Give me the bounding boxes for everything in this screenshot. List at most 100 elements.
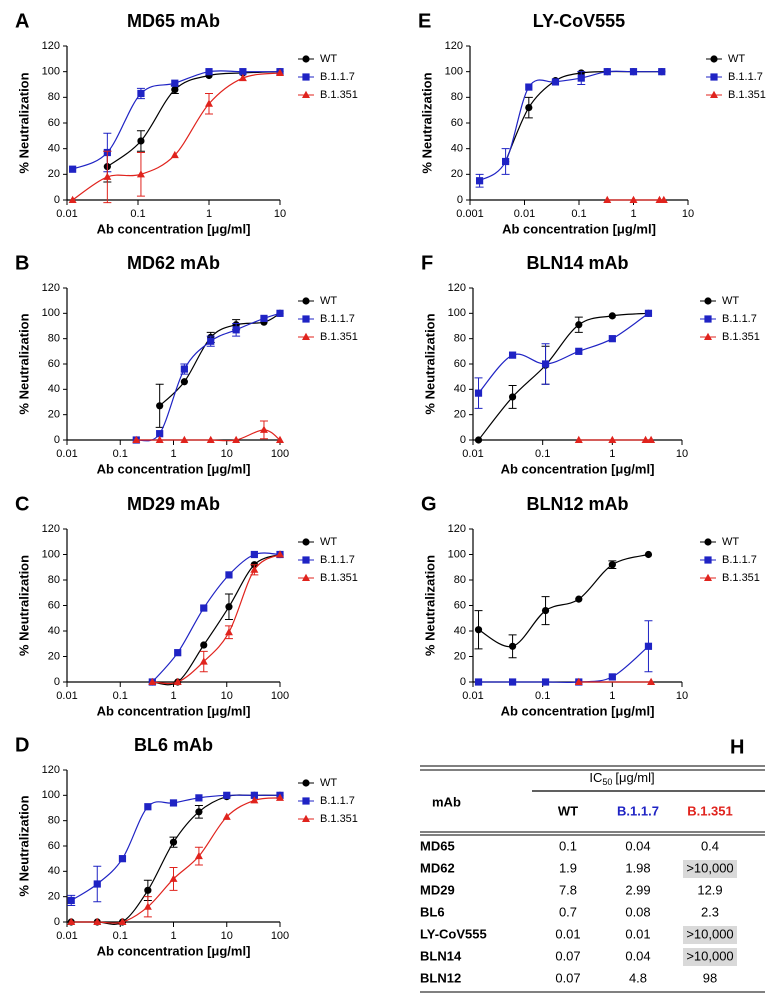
x-tick-label: 1 xyxy=(609,448,615,460)
point xyxy=(508,642,517,650)
point xyxy=(641,435,650,443)
chart-title: MD62 mAb xyxy=(127,253,220,273)
ic-label: IC xyxy=(589,770,602,785)
panel-letter: C xyxy=(15,493,29,515)
legend-label: B.1.1.7 xyxy=(722,554,757,566)
panel-letter: F xyxy=(421,252,433,274)
x-tick-label: 0.1 xyxy=(535,690,550,702)
point xyxy=(195,808,203,816)
y-tick-label: 60 xyxy=(48,117,60,129)
point xyxy=(644,642,653,650)
table-cell: 0.07 xyxy=(555,970,580,985)
point xyxy=(67,896,75,905)
y-tick-label: 40 xyxy=(48,865,60,877)
panel-letter: A xyxy=(15,10,29,32)
x-axis-label: Ab concentration [μg/ml] xyxy=(97,943,251,958)
point xyxy=(238,73,247,82)
chart-title: BL6 mAb xyxy=(134,735,213,755)
point xyxy=(574,677,583,685)
point xyxy=(276,68,284,76)
panel-letter: D xyxy=(15,734,29,756)
row-label: BLN14 xyxy=(420,948,462,963)
legend-marker xyxy=(302,779,310,787)
y-axis-label: % Neutralization xyxy=(16,795,31,896)
point xyxy=(574,435,583,443)
y-tick-label: 20 xyxy=(48,168,60,180)
x-tick-label: 10 xyxy=(274,208,286,220)
x-tick-label: 1 xyxy=(170,930,176,942)
point xyxy=(259,425,268,433)
point xyxy=(169,838,178,846)
table-cell: 2.99 xyxy=(625,882,650,897)
table-cell: >10,000 xyxy=(686,860,733,875)
legend-marker xyxy=(704,538,712,546)
panel: A MD65 mAb 0 20 40 60 80 100 120 0.01 0.1 1 10 Ab con… xyxy=(15,10,358,236)
legend-marker xyxy=(704,573,712,581)
panel: G BLN12 mAb 0 20 40 60 80 100 120 0.01 0.1 1 10 Ab co… xyxy=(421,493,760,718)
y-axis-label: % Neutralization xyxy=(16,555,31,656)
y-tick-label: 80 xyxy=(48,333,60,345)
y-tick-label: 40 xyxy=(454,625,466,637)
point xyxy=(659,195,668,203)
point xyxy=(575,595,583,603)
y-tick-label: 80 xyxy=(48,574,60,586)
x-axis-label: Ab concentration [μg/ml] xyxy=(97,461,251,476)
y-axis-label: % Neutralization xyxy=(422,555,437,656)
x-tick-label: 0.1 xyxy=(535,448,550,460)
x-tick-label: 0.1 xyxy=(571,208,586,220)
point xyxy=(67,917,76,925)
legend-marker xyxy=(704,315,712,323)
point xyxy=(603,68,611,76)
y-tick-label: 80 xyxy=(48,815,60,827)
point xyxy=(276,793,284,801)
x-axis-label: Ab concentration [μg/ml] xyxy=(502,221,656,236)
point xyxy=(474,389,483,397)
ic-unit: [μg/ml] xyxy=(615,770,654,785)
y-axis-label: % Neutralization xyxy=(16,72,31,173)
y-tick-label: 120 xyxy=(445,40,463,52)
point xyxy=(608,435,617,443)
y-tick-label: 40 xyxy=(454,383,466,395)
table-cell: >10,000 xyxy=(686,948,733,963)
y-axis-label: % Neutralization xyxy=(16,313,31,414)
y-tick-label: 20 xyxy=(48,650,60,662)
x-tick-label: 0.01 xyxy=(56,448,77,460)
point xyxy=(207,337,215,345)
legend-label: WT xyxy=(722,536,739,548)
x-axis-label: Ab concentration [μg/ml] xyxy=(97,221,251,236)
point xyxy=(223,791,231,799)
point xyxy=(68,195,77,203)
panel: E LY-CoV555 0 20 40 60 80 100 120 0.001 0.01 0.1 1 10… xyxy=(418,10,766,236)
point xyxy=(260,314,268,322)
x-tick-label: 100 xyxy=(271,930,289,942)
x-tick-label: 100 xyxy=(271,448,289,460)
point xyxy=(173,677,182,685)
point xyxy=(276,309,284,317)
y-tick-label: 40 xyxy=(48,625,60,637)
header-cell: WT xyxy=(558,803,578,818)
legend-label: WT xyxy=(320,53,337,65)
table-cell: 0.01 xyxy=(555,926,580,941)
legend-label: B.1.1.7 xyxy=(722,313,757,325)
point xyxy=(608,312,616,320)
point xyxy=(143,902,152,910)
point xyxy=(250,796,259,804)
y-tick-label: 0 xyxy=(460,676,466,688)
point xyxy=(551,78,560,86)
table-cell: 98 xyxy=(703,970,717,985)
legend-marker xyxy=(302,55,310,63)
y-tick-label: 0 xyxy=(457,194,463,206)
y-tick-label: 40 xyxy=(48,143,60,155)
y-tick-label: 100 xyxy=(42,789,60,801)
y-tick-label: 100 xyxy=(42,66,60,78)
legend-marker xyxy=(704,297,712,305)
x-axis-label: Ab concentration [μg/ml] xyxy=(501,461,655,476)
y-tick-label: 0 xyxy=(54,194,60,206)
point xyxy=(644,309,653,317)
y-tick-label: 0 xyxy=(54,916,60,928)
point xyxy=(180,365,188,373)
legend-label: B.1.1.7 xyxy=(320,71,355,83)
ic50-table: H IC50 [μg/ml] mAb WT B.1.1.7 B.1.351 MD65 0.1… xyxy=(420,736,765,993)
x-tick-label: 10 xyxy=(682,208,694,220)
